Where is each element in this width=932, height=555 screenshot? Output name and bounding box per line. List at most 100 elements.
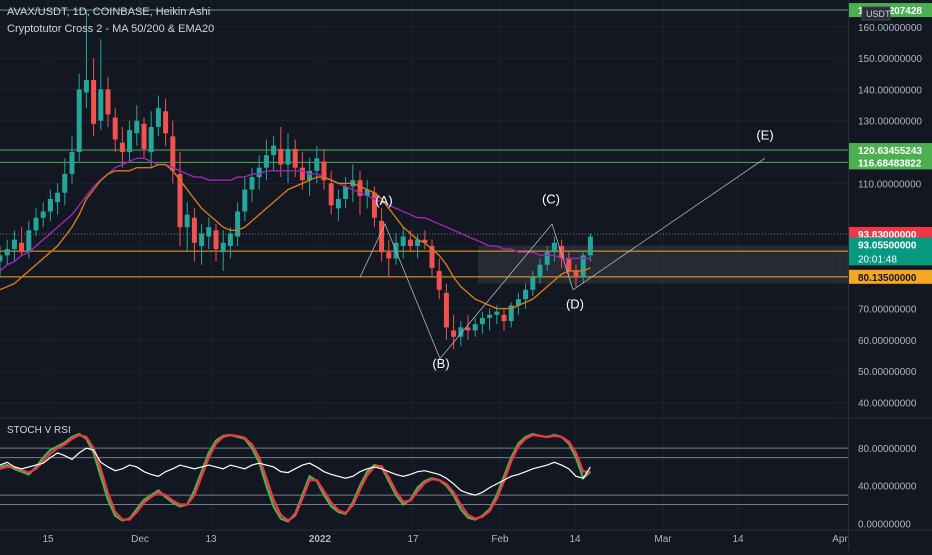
candle-body [580, 255, 586, 278]
price-tick-label: 40.00000000 [858, 398, 917, 409]
candle-body [371, 192, 377, 218]
price-tick-label: 160.00000000 [858, 23, 922, 34]
candle-body [0, 255, 3, 262]
candle-body [271, 145, 277, 156]
candle-body [184, 214, 190, 228]
candle-body [436, 270, 442, 290]
candle-body [220, 242, 226, 253]
candle-body [4, 249, 10, 256]
symbol-title: AVAX/USDT, 1D, COINBASE, Heikin Ashi [7, 6, 211, 18]
candle-body [451, 330, 457, 337]
candle-body [314, 158, 320, 171]
price-tick-label: 110.00000000 [858, 179, 922, 190]
candle-body [458, 327, 464, 337]
osc-tick-label: 0.00000000 [858, 519, 911, 530]
candle-body [530, 277, 536, 290]
osc-series-line [0, 433, 591, 522]
wave-label: (E) [756, 127, 773, 142]
candle-body [364, 189, 370, 196]
candle-body [501, 314, 507, 322]
candle-body [119, 142, 125, 153]
candle-body [148, 126, 154, 153]
osc-tick-label: 40.00000000 [858, 482, 917, 493]
candle-body [263, 155, 269, 168]
countdown-label: 20:01:48 [858, 254, 897, 265]
candle-body [105, 89, 111, 115]
candle-body [537, 264, 543, 278]
candle-body [429, 245, 435, 268]
candle-body [415, 239, 421, 246]
candle-body [479, 317, 485, 325]
ema-20-line [0, 163, 591, 310]
time-tick-label: 14 [569, 534, 581, 545]
candle-body [494, 311, 500, 315]
price-badge [849, 237, 932, 266]
candle-body [278, 148, 284, 165]
time-tick-label: 2022 [309, 534, 332, 545]
price-badge-label: 93.83000000 [858, 230, 917, 241]
time-tick-label: Mar [654, 534, 672, 545]
candle-body [112, 117, 118, 140]
candle-body [249, 177, 255, 190]
currency-label: USDT [866, 9, 891, 19]
wave-annotations: (A) (B) (C) (D) (E) [359, 127, 774, 371]
candle-body [285, 148, 291, 165]
candle-body [335, 198, 341, 209]
time-tick-label: 14 [732, 534, 744, 545]
candle-body [155, 108, 161, 127]
candle-body [213, 230, 219, 250]
time-tick-label: Apr [832, 534, 848, 545]
level-badge [849, 143, 932, 158]
candle-body [544, 252, 550, 265]
time-tick-label: 17 [407, 534, 419, 545]
candle-body [26, 230, 32, 253]
candle-body [465, 327, 471, 331]
candle-body [400, 236, 406, 246]
candle-body [508, 305, 514, 322]
candle-body [443, 292, 449, 328]
candle-body [422, 239, 428, 243]
wave-label: (B) [432, 356, 449, 371]
level-label: 120.63455243 [858, 146, 922, 157]
candle-body [55, 192, 61, 203]
osc-series-line [0, 447, 591, 496]
candle-body [76, 89, 82, 153]
wave-path [359, 223, 574, 360]
level-badge [849, 155, 932, 170]
indicator-title: Cryptotutor Cross 2 - MA 50/200 & EMA20 [7, 23, 215, 35]
candle-body [307, 170, 313, 181]
price-tick-label: 60.00000000 [858, 336, 917, 347]
level-badge [849, 269, 932, 284]
level-label: 116.68483822 [858, 158, 922, 169]
candle-body [299, 167, 305, 181]
candle-body [357, 180, 363, 196]
wave-projection [572, 157, 766, 291]
candle-body [91, 80, 97, 124]
candle-body [19, 242, 25, 253]
candle-body [206, 227, 212, 237]
candle-body [515, 299, 521, 306]
candle-body [177, 173, 183, 228]
candle-body [551, 242, 557, 253]
candle-body [11, 239, 17, 250]
price-tick-label: 140.00000000 [858, 85, 922, 96]
candle-body [98, 89, 104, 121]
candle-body [127, 130, 133, 153]
candle-body [386, 252, 392, 259]
currency-badge [861, 6, 891, 21]
oscillator-title: STOCH V RSI [7, 425, 71, 436]
candles [0, 11, 593, 350]
candle-body [321, 161, 327, 181]
candle-body [170, 136, 176, 171]
candle-body [559, 245, 565, 259]
wave-label: (D) [566, 297, 584, 312]
candle-body [235, 211, 241, 237]
candle-body [191, 217, 197, 243]
candle-body [587, 236, 593, 256]
price-tick-label: 50.00000000 [858, 367, 917, 378]
candle-body [141, 123, 147, 149]
candle-body [33, 217, 39, 231]
candle-body [47, 198, 53, 212]
